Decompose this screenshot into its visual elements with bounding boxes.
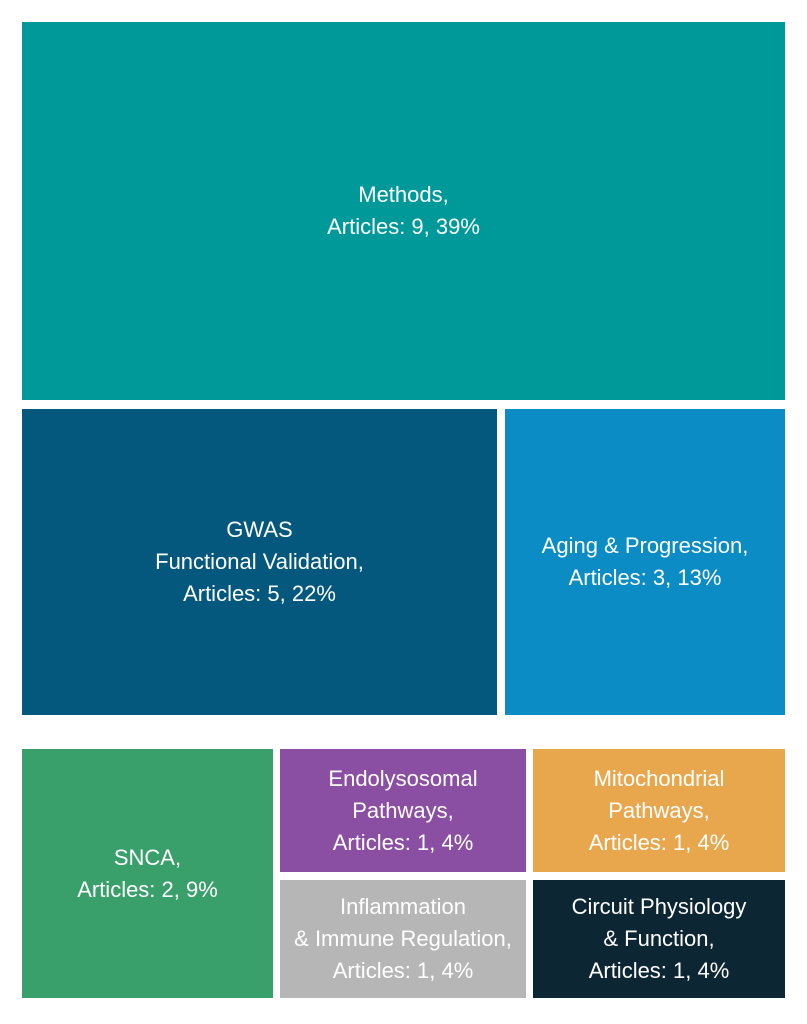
tile-snca: SNCA, Articles: 2, 9% bbox=[22, 749, 273, 998]
tile-label-inflammation: Inflammation & Immune Regulation, Articl… bbox=[294, 891, 512, 987]
tile-methods: Methods, Articles: 9, 39% bbox=[22, 22, 785, 400]
tile-stat-circuit: Articles: 1, 4% bbox=[588, 958, 730, 983]
tile-stat-methods: Articles: 9, 39% bbox=[327, 214, 480, 239]
tile-aging-progression: Aging & Progression, Articles: 3, 13% bbox=[505, 409, 785, 715]
tile-name-circuit: Circuit Physiology & Function, bbox=[571, 894, 747, 951]
tile-circuit-physiology-function: Circuit Physiology & Function, Articles:… bbox=[533, 880, 785, 998]
tile-label-mitochondrial: Mitochondrial Pathways, Articles: 1, 4% bbox=[589, 763, 730, 859]
tile-label-circuit: Circuit Physiology & Function, Articles:… bbox=[572, 891, 747, 987]
tile-label-endolysosomal: Endolysosomal Pathways, Articles: 1, 4% bbox=[328, 763, 477, 859]
tile-stat-inflammation: Articles: 1, 4% bbox=[332, 958, 474, 983]
tile-endolysosomal-pathways: Endolysosomal Pathways, Articles: 1, 4% bbox=[280, 749, 526, 872]
tile-name-endolysosomal: Endolysosomal Pathways, bbox=[328, 765, 478, 823]
tile-inflammation-immune-regulation: Inflammation & Immune Regulation, Articl… bbox=[280, 880, 526, 998]
tile-label-methods: Methods, Articles: 9, 39% bbox=[327, 179, 480, 243]
tile-label-gwas: GWAS Functional Validation, Articles: 5,… bbox=[155, 514, 364, 610]
tile-label-aging: Aging & Progression, Articles: 3, 13% bbox=[542, 530, 749, 594]
tile-name-aging: Aging & Progression, bbox=[541, 533, 749, 558]
tile-stat-aging: Articles: 3, 13% bbox=[568, 565, 722, 590]
tile-name-inflammation: Inflammation & Immune Regulation, bbox=[294, 894, 512, 951]
tile-stat-mitochondrial: Articles: 1, 4% bbox=[588, 829, 730, 855]
tile-name-methods: Methods, bbox=[358, 182, 449, 207]
tile-name-mitochondrial: Mitochondrial Pathways, bbox=[593, 765, 725, 823]
tile-name-gwas: GWAS Functional Validation, bbox=[155, 517, 364, 574]
tile-mitochondrial-pathways: Mitochondrial Pathways, Articles: 1, 4% bbox=[533, 749, 785, 872]
tile-label-snca: SNCA, Articles: 2, 9% bbox=[77, 842, 218, 906]
tile-stat-gwas: Articles: 5, 22% bbox=[183, 581, 336, 606]
tile-stat-snca: Articles: 2, 9% bbox=[77, 876, 218, 902]
tile-gwas-functional-validation: GWAS Functional Validation, Articles: 5,… bbox=[22, 409, 497, 715]
tile-stat-endolysosomal: Articles: 1, 4% bbox=[332, 829, 474, 855]
tile-name-snca: SNCA, bbox=[113, 844, 182, 870]
